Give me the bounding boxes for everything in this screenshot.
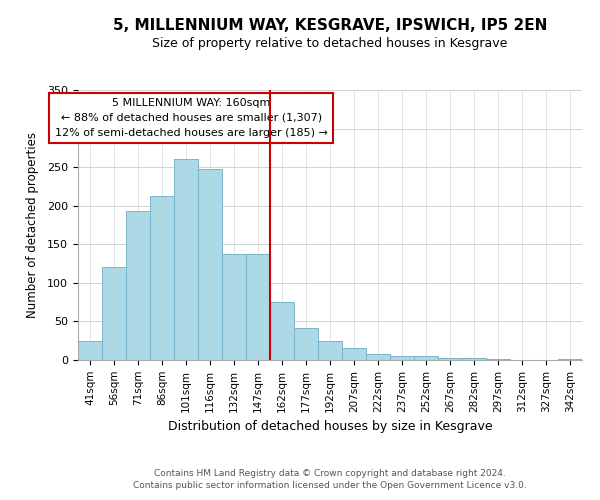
Bar: [150, 196, 174, 360]
Text: 5, MILLENNIUM WAY, KESGRAVE, IPSWICH, IP5 2EN: 5, MILLENNIUM WAY, KESGRAVE, IPSWICH, IP…: [113, 18, 547, 32]
Bar: [174, 158, 198, 360]
Bar: [390, 356, 414, 360]
Bar: [342, 348, 366, 360]
Bar: [270, 302, 294, 360]
Bar: [102, 268, 126, 360]
Bar: [438, 358, 462, 360]
Bar: [414, 356, 438, 360]
Bar: [318, 340, 342, 360]
Bar: [222, 254, 246, 360]
Bar: [558, 359, 582, 360]
Bar: [126, 211, 150, 360]
X-axis label: Distribution of detached houses by size in Kesgrave: Distribution of detached houses by size …: [167, 420, 493, 433]
Bar: [486, 359, 510, 360]
Bar: [198, 170, 222, 360]
Text: Size of property relative to detached houses in Kesgrave: Size of property relative to detached ho…: [152, 38, 508, 51]
Bar: [78, 342, 102, 360]
Bar: [294, 328, 318, 360]
Bar: [366, 354, 390, 360]
Bar: [246, 254, 270, 360]
Text: 5 MILLENNIUM WAY: 160sqm
← 88% of detached houses are smaller (1,307)
12% of sem: 5 MILLENNIUM WAY: 160sqm ← 88% of detach…: [55, 98, 328, 138]
Bar: [462, 358, 486, 360]
Text: Contains HM Land Registry data © Crown copyright and database right 2024.: Contains HM Land Registry data © Crown c…: [154, 468, 506, 477]
Y-axis label: Number of detached properties: Number of detached properties: [26, 132, 39, 318]
Text: Contains public sector information licensed under the Open Government Licence v3: Contains public sector information licen…: [133, 481, 527, 490]
